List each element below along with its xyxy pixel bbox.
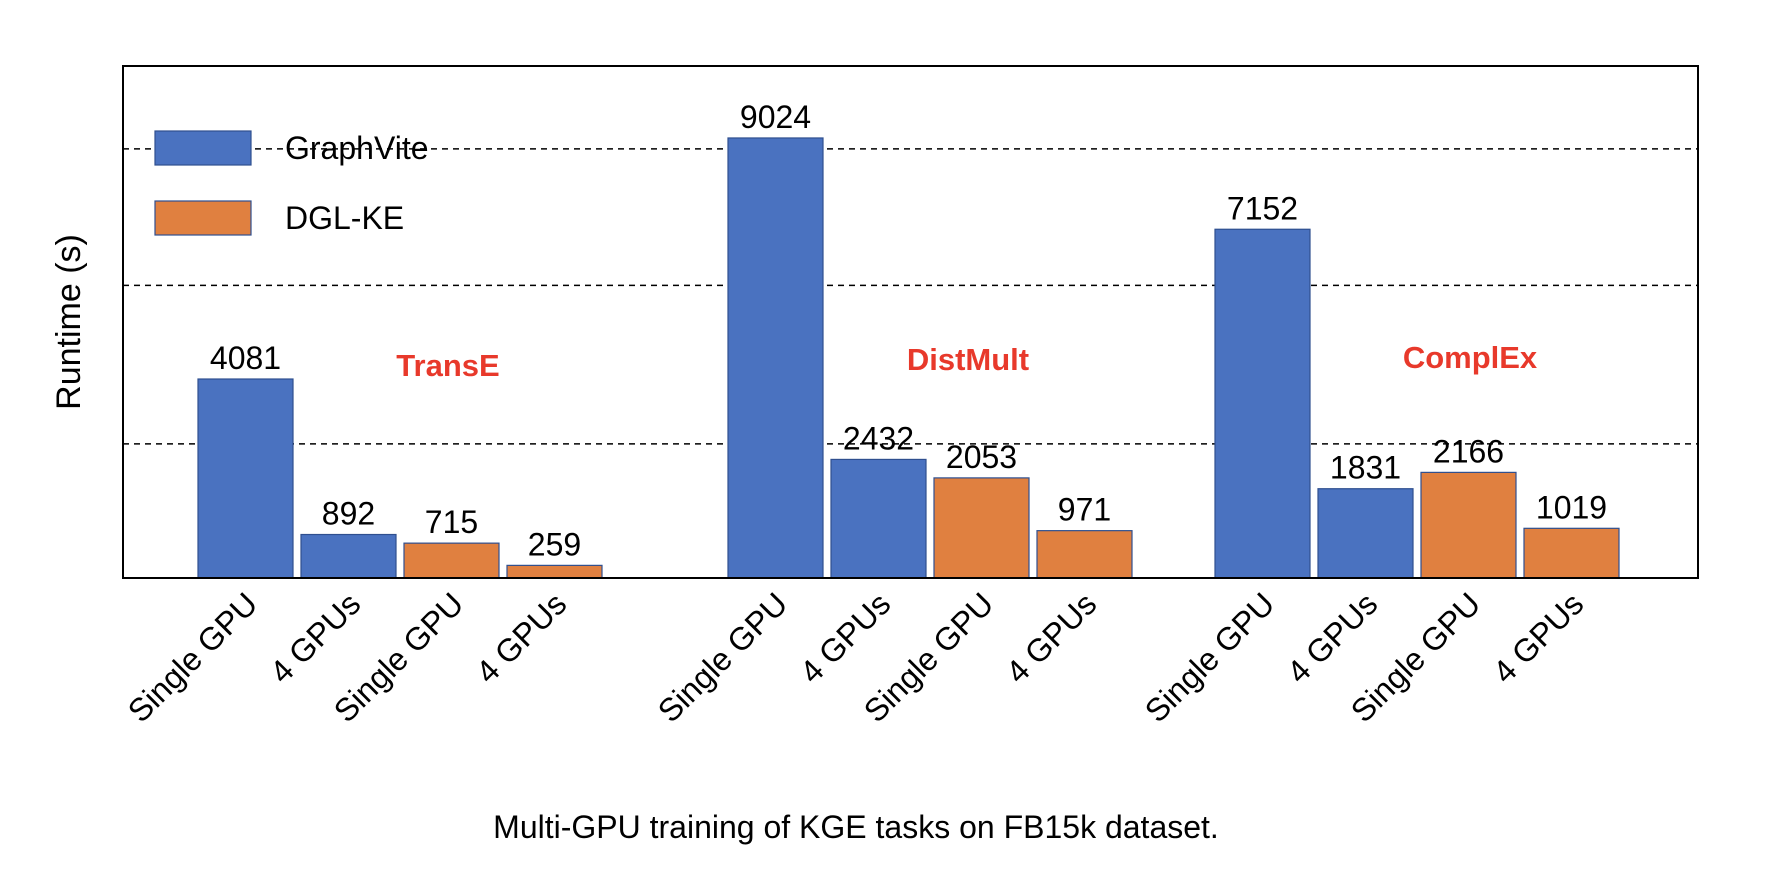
gridlines	[123, 148, 1698, 445]
bar-distmult-2	[830, 458, 927, 579]
legend: GraphVite DGL-KE	[154, 130, 429, 236]
group-labels: TransE DistMult ComplEx	[396, 340, 1538, 383]
x-tick-label: Single GPU	[651, 585, 795, 729]
x-tick-label: 4 GPUs	[263, 585, 368, 690]
legend-swatch-1	[154, 130, 252, 166]
x-tick-label: 4 GPUs	[999, 585, 1104, 690]
bar-complex-2	[1317, 488, 1414, 579]
bars	[197, 137, 1620, 579]
legend-swatch-2	[154, 200, 252, 236]
bar-distmult-1	[727, 137, 824, 579]
plot-frame	[122, 65, 1699, 579]
x-tick-label: 4 GPUs	[469, 585, 574, 690]
bar-distmult-3	[933, 477, 1030, 579]
bar-transe-2	[300, 533, 397, 579]
x-tick-label: 4 GPUs	[1486, 585, 1591, 690]
value-label: 971	[1058, 492, 1111, 528]
bar-complex-3	[1420, 471, 1517, 579]
bar-transe-1	[197, 378, 294, 579]
value-label: 2432	[843, 420, 914, 456]
legend-label-2: DGL-KE	[285, 200, 404, 236]
value-label: 715	[425, 504, 478, 540]
bar-complex-1	[1214, 228, 1311, 579]
bar-complex-4	[1523, 527, 1620, 579]
x-tick-label: Single GPU	[121, 585, 265, 729]
legend-label-1: GraphVite	[285, 130, 429, 166]
group-label-complex: ComplEx	[1403, 340, 1538, 375]
chart-caption: Multi-GPU training of KGE tasks on FB15k…	[493, 809, 1219, 845]
value-label: 2053	[946, 439, 1017, 475]
value-labels: 4081 892 715 259 9024 2432 2053 971 7152 1831 2166…	[210, 99, 1607, 562]
value-label: 892	[322, 496, 375, 532]
value-label: 1019	[1536, 489, 1607, 525]
y-axis-label: Runtime (s)	[50, 234, 88, 410]
value-label: 259	[528, 526, 581, 562]
x-tick-label: 4 GPUs	[793, 585, 898, 690]
bar-distmult-4	[1036, 530, 1133, 579]
value-label: 2166	[1433, 433, 1504, 469]
x-tick-label: Single GPU	[1138, 585, 1282, 729]
group-label-distmult: DistMult	[907, 342, 1029, 377]
value-label: 7152	[1227, 190, 1298, 226]
value-label: 1831	[1330, 450, 1401, 486]
value-label: 4081	[210, 340, 281, 376]
bar-transe-3	[403, 542, 500, 579]
x-tick-label: 4 GPUs	[1280, 585, 1385, 690]
value-label: 9024	[740, 99, 811, 135]
group-label-transe: TransE	[396, 348, 499, 383]
bar-transe-4	[506, 564, 603, 579]
